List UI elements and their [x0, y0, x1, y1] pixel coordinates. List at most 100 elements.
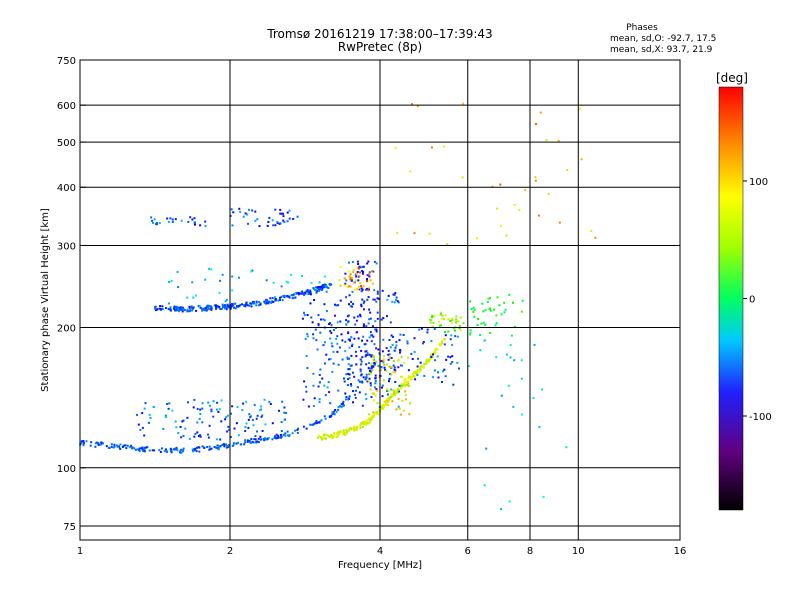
echo-point [309, 290, 312, 293]
echo-point [518, 208, 521, 211]
echo-point [348, 346, 351, 349]
echo-point [360, 363, 363, 366]
echo-point [305, 290, 308, 293]
echo-point [377, 297, 380, 300]
echo-point [579, 107, 582, 110]
echo-point [321, 289, 323, 291]
echo-point [232, 211, 235, 214]
echo-point [450, 317, 453, 320]
echo-point [176, 306, 179, 309]
echo-point [402, 409, 405, 412]
echo-point [392, 389, 394, 392]
echo-point [367, 422, 370, 425]
echo-point [251, 440, 254, 443]
echo-point [321, 377, 324, 380]
echo-point [328, 358, 331, 361]
echo-point [312, 337, 315, 340]
echo-point [307, 405, 310, 408]
echo-point [565, 446, 568, 449]
echo-point [229, 436, 232, 438]
echo-point [417, 357, 419, 360]
echo-point [148, 413, 151, 416]
echo-point [179, 451, 181, 454]
echo-point [280, 285, 283, 288]
echo-point [227, 445, 230, 448]
echo-point [143, 450, 146, 453]
echo-point [174, 309, 177, 312]
echo-point [208, 448, 211, 451]
echo-point [275, 437, 278, 440]
echo-point [390, 388, 393, 391]
echo-point [192, 306, 195, 309]
echo-point [186, 308, 189, 311]
y-tick-label: 200 [57, 324, 76, 335]
echo-point [218, 408, 221, 411]
echo-point [336, 321, 339, 324]
echo-point [175, 426, 178, 429]
colorbar [718, 86, 744, 511]
echo-point [234, 302, 237, 305]
echo-point [271, 297, 274, 300]
echo-point [338, 346, 341, 349]
echo-point [348, 338, 351, 341]
echo-point [449, 338, 452, 341]
echo-point [473, 315, 476, 318]
echo-point [366, 274, 369, 277]
echo-point [403, 362, 406, 365]
echo-point [182, 435, 185, 437]
echo-point [401, 375, 404, 378]
echo-point [304, 337, 307, 340]
echo-point [403, 381, 406, 384]
echo-point [203, 447, 206, 449]
echo-point [347, 368, 350, 371]
echo-point [365, 423, 368, 426]
echo-point [348, 373, 351, 376]
echo-point [361, 298, 364, 301]
echo-point [201, 307, 204, 310]
echo-point [329, 402, 332, 405]
echo-point [330, 324, 333, 327]
echo-point [231, 289, 234, 292]
echo-point [191, 306, 193, 309]
echo-point [353, 268, 355, 271]
echo-point [264, 423, 267, 426]
echo-point [339, 284, 342, 287]
echo-point [340, 403, 343, 406]
echo-point [365, 373, 368, 376]
echo-point [210, 268, 213, 271]
echo-point [443, 343, 446, 346]
echo-point [371, 270, 374, 273]
echo-point [363, 343, 366, 346]
echo-point [361, 288, 364, 291]
echo-point [196, 421, 199, 424]
echo-point [204, 307, 206, 310]
echo-point [426, 361, 429, 364]
echo-point [368, 362, 370, 364]
echo-point [495, 322, 498, 325]
echo-point [274, 436, 277, 439]
echo-point [349, 273, 352, 276]
echo-point [330, 435, 333, 438]
echo-point [473, 308, 476, 311]
echo-point [179, 426, 182, 428]
echo-point [217, 410, 220, 413]
echo-point [118, 445, 120, 448]
echo-point [267, 300, 270, 303]
echo-point [284, 434, 287, 437]
echo-point [484, 323, 487, 326]
echo-point [180, 306, 183, 309]
echo-point [359, 358, 362, 361]
echo-point [367, 260, 370, 263]
echo-point [207, 401, 210, 404]
echo-point [315, 420, 318, 423]
echo-point [332, 328, 335, 331]
echo-point [391, 336, 394, 338]
echo-point [339, 430, 342, 433]
y-tick-label: 600 [57, 101, 76, 112]
echo-point [373, 289, 376, 292]
echo-point [224, 300, 227, 303]
echo-point [282, 433, 285, 436]
echo-point [472, 311, 475, 313]
echo-point [362, 376, 365, 379]
echo-point [241, 303, 244, 306]
